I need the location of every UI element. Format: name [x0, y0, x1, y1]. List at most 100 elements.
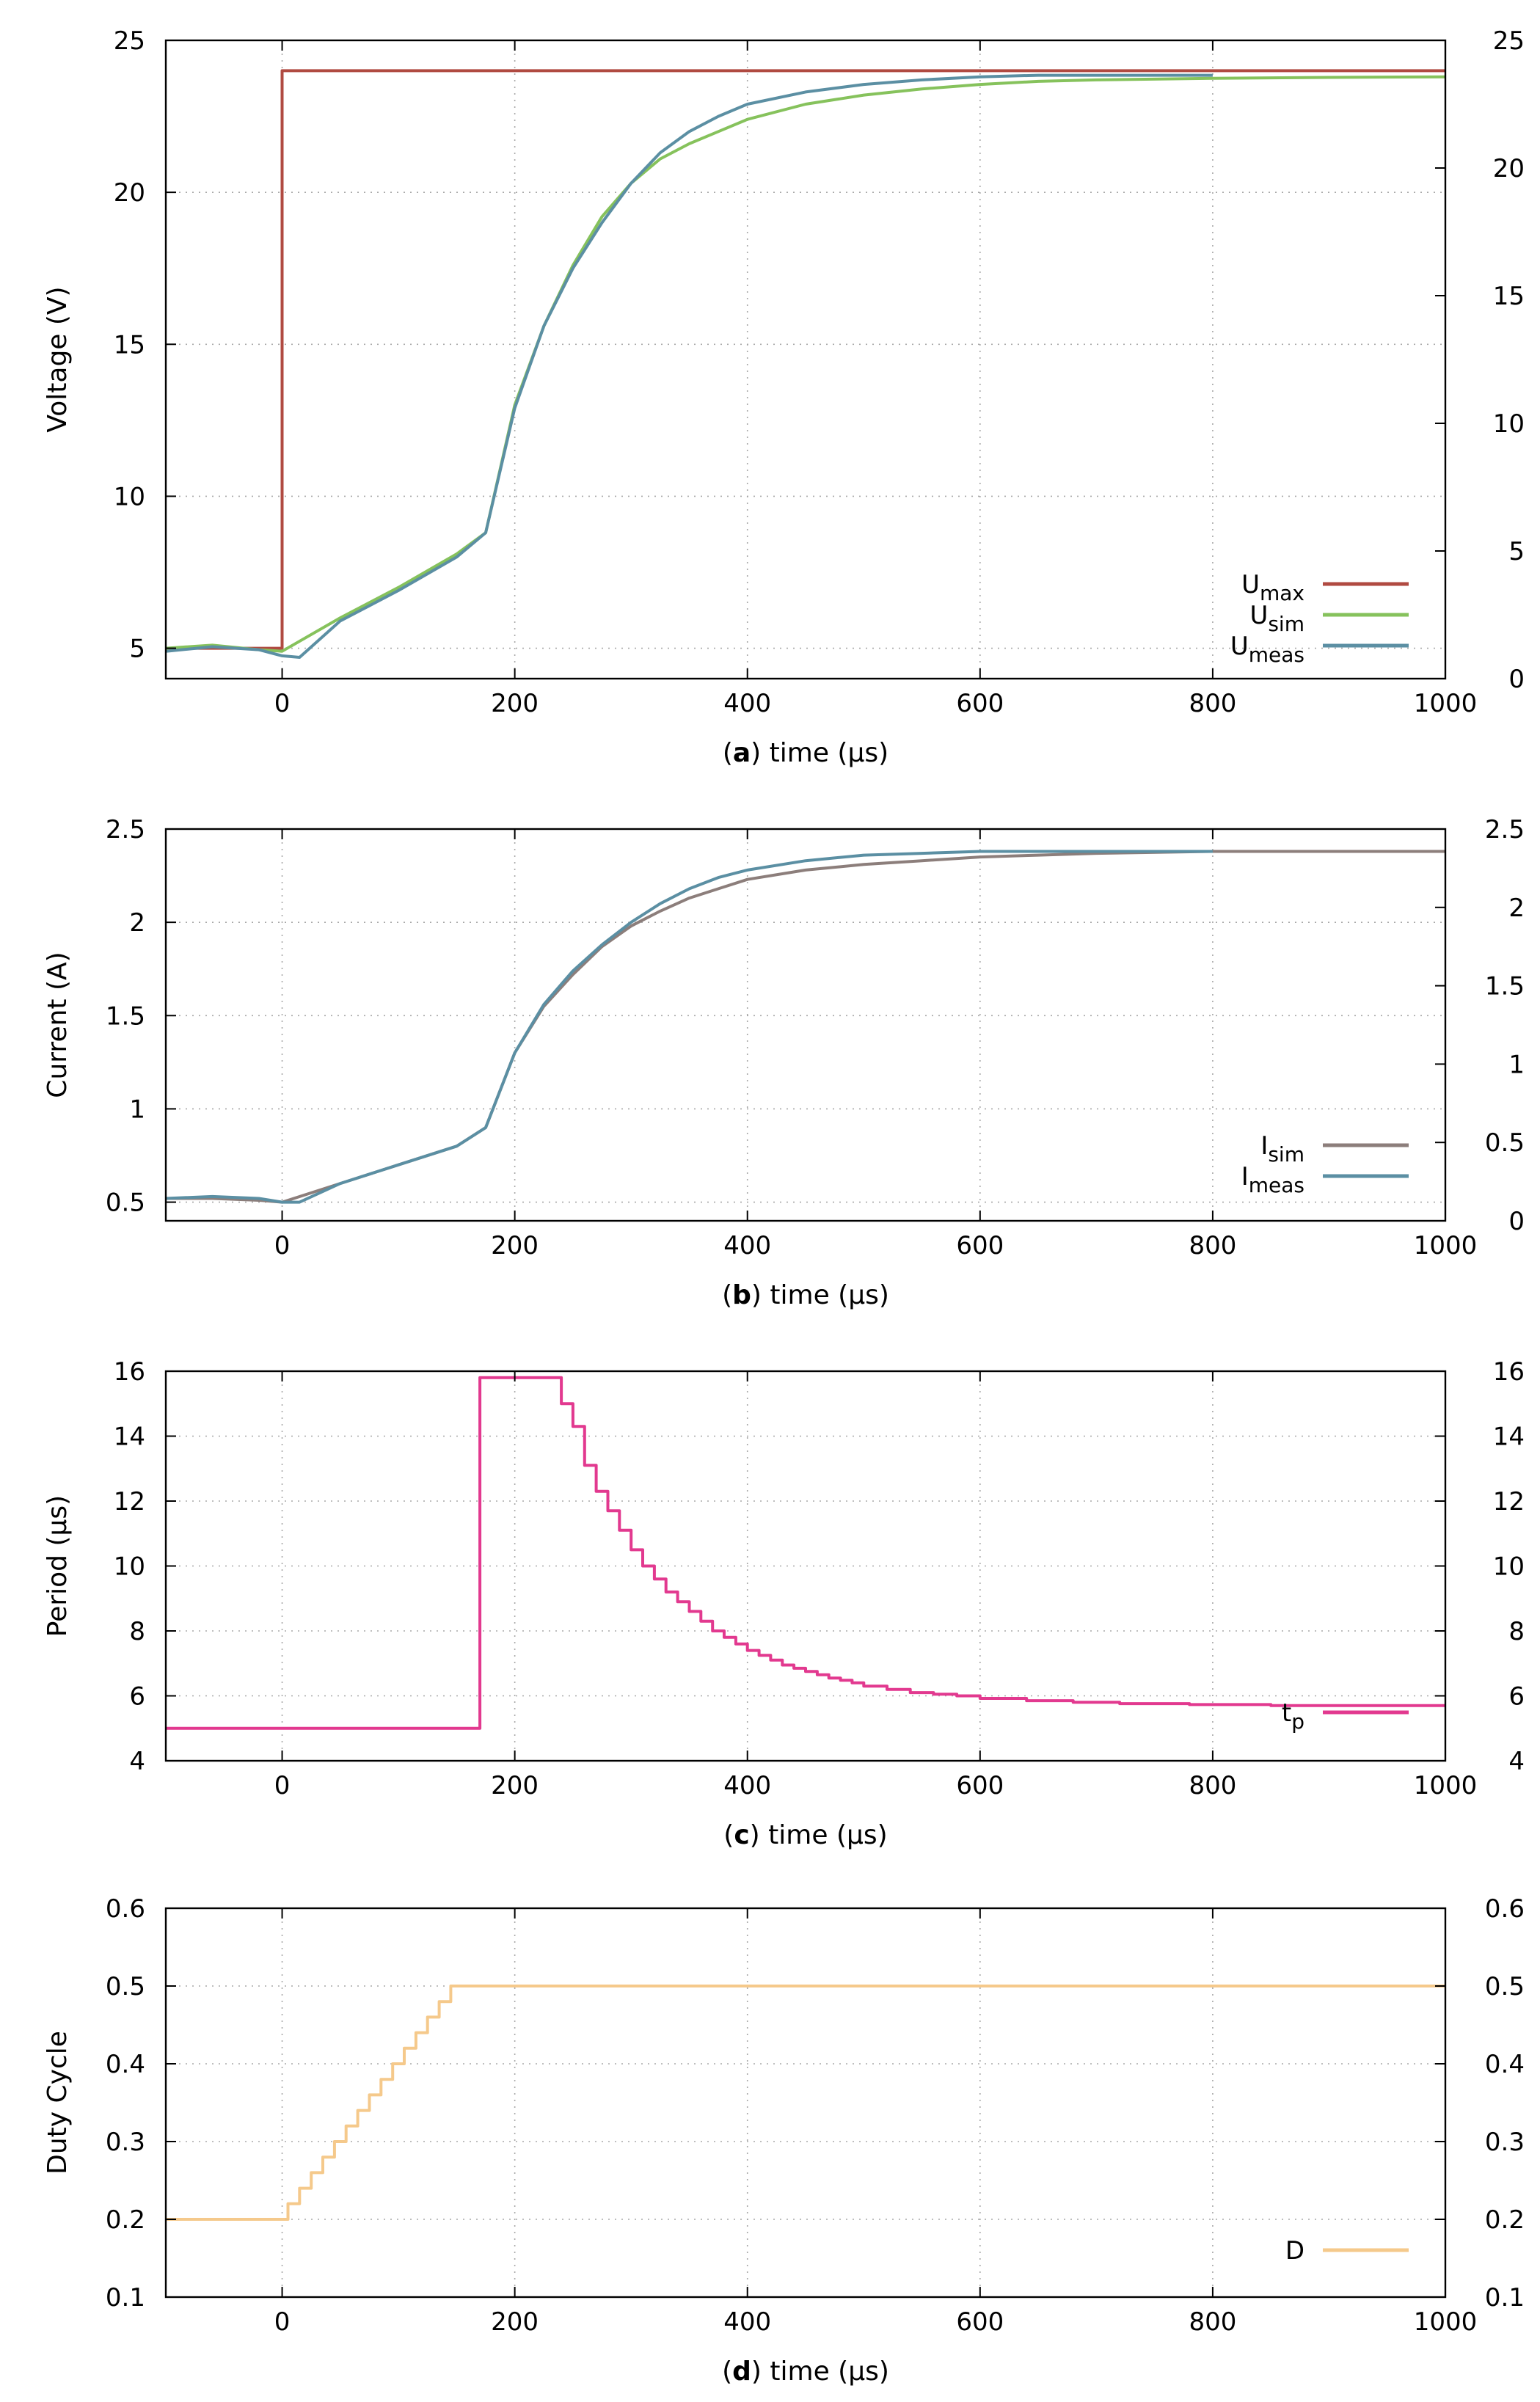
x-axis-label-text: time (µs) — [768, 1820, 888, 1850]
x-tick-label: 1000 — [1414, 2307, 1478, 2337]
y-tick-label: 16 — [114, 1357, 145, 1387]
panel-tag-open: ( — [723, 738, 733, 768]
y-tick-label: 0.4 — [106, 2050, 145, 2079]
panel-d: 0 200 400 600 800 10000.10.20.30.40.50.60.10.… — [43, 1894, 1525, 2387]
series-U-max-line — [166, 69, 1445, 650]
panel-tag: c — [734, 1820, 749, 1850]
legend-name: U — [1230, 632, 1249, 661]
panel-tag: b — [732, 1280, 751, 1310]
legend-sub: sim — [1268, 612, 1304, 636]
x-axis-label: (a) time (µs) — [723, 738, 888, 768]
y2-tick-label: 0 — [1508, 665, 1525, 694]
legend-name: U — [1249, 601, 1268, 630]
y-tick-label: 10 — [114, 482, 145, 511]
x-tick-label: 0 — [274, 689, 291, 718]
y-tick-label: 2 — [129, 908, 145, 938]
legend-name: I — [1260, 1131, 1268, 1161]
y-tick-label: 0.3 — [106, 2128, 145, 2157]
panel-tag-close: ) — [751, 738, 770, 768]
x-axis-label: (b) time (µs) — [722, 1280, 889, 1310]
legend-label: Umeas — [1230, 632, 1304, 667]
y2-tick-label: 0.1 — [1485, 2283, 1525, 2312]
x-tick-label: 1000 — [1414, 1771, 1478, 1800]
series-D-line — [166, 1985, 1445, 2221]
y2-tick-label: 0.3 — [1485, 2128, 1525, 2157]
panel-tag-open: ( — [722, 1280, 732, 1310]
legend-label: Umax — [1241, 570, 1304, 605]
panel-tag-open: ( — [722, 2357, 732, 2387]
y-tick-label: 2.5 — [106, 815, 145, 844]
y2-tick-label: 4 — [1508, 1747, 1525, 1776]
y-tick-label: 1 — [129, 1095, 145, 1124]
x-tick-label: 600 — [956, 2307, 1004, 2337]
x-tick-label: 0 — [274, 1771, 291, 1800]
series-U-meas-line — [166, 73, 1213, 659]
series-t-p-line — [166, 1376, 1445, 1730]
x-tick-label: 600 — [956, 1771, 1004, 1800]
y-axis-label: Period (µs) — [43, 1495, 73, 1637]
x-tick-label: 200 — [491, 689, 539, 718]
y2-tick-label: 10 — [1493, 1552, 1525, 1582]
y2-tick-label: 2.5 — [1485, 815, 1525, 844]
x-tick-label: 200 — [491, 1231, 539, 1260]
y-tick-label: 5 — [129, 635, 145, 664]
y-tick-label: 10 — [114, 1552, 145, 1582]
y2-tick-label: 0.4 — [1485, 2050, 1525, 2079]
y2-tick-label: 0.2 — [1485, 2205, 1525, 2235]
y2-tick-label: 6 — [1508, 1682, 1525, 1712]
x-tick-label: 0 — [274, 2307, 291, 2337]
y-axis-label: Current (A) — [43, 952, 73, 1098]
panel-c: 0 200 400 600 800 1000 4 6 8 10 12 14 16 4 6 8 10 12 14 16 P… — [43, 1357, 1525, 1850]
y-tick-label: 1.5 — [106, 1001, 145, 1031]
x-axis-label: (c) time (µs) — [723, 1820, 887, 1850]
x-tick-label: 200 — [491, 2307, 539, 2337]
y2-tick-label: 0.5 — [1485, 1972, 1525, 2001]
y2-tick-label: 16 — [1493, 1357, 1525, 1387]
legend-label: tp — [1282, 1698, 1304, 1734]
y2-tick-label: 14 — [1493, 1423, 1525, 1452]
panel-tag: a — [733, 738, 751, 768]
legend-sub: meas — [1249, 643, 1304, 667]
x-tick-label: 1000 — [1414, 1231, 1478, 1260]
y-tick-label: 15 — [114, 330, 145, 359]
y-tick-label: 20 — [114, 178, 145, 208]
y2-tick-label: 20 — [1493, 154, 1525, 183]
y-tick-label: 8 — [129, 1617, 145, 1646]
x-tick-label: 800 — [1189, 689, 1236, 718]
legend-sub: p — [1291, 1709, 1304, 1734]
y2-tick-label: 5 — [1508, 537, 1525, 566]
panel-tag-close: ) — [751, 2357, 770, 2387]
y2-tick-label: 1.5 — [1485, 972, 1525, 1001]
y-tick-label: 14 — [114, 1423, 145, 1452]
x-tick-label: 200 — [491, 1771, 539, 1800]
series-I-meas-line — [166, 850, 1213, 1204]
y2-tick-label: 8 — [1508, 1617, 1525, 1646]
y-tick-label: 0.1 — [106, 2283, 145, 2312]
legend-sub: max — [1260, 581, 1304, 605]
x-tick-label: 400 — [723, 1231, 771, 1260]
panel-tag-open: ( — [723, 1820, 734, 1850]
x-axis-label-text: time (µs) — [770, 738, 889, 768]
y-tick-label: 0.6 — [106, 1894, 145, 1924]
x-tick-label: 400 — [723, 2307, 771, 2337]
panel-tag-close: ) — [751, 1280, 770, 1310]
panel-tag: d — [732, 2357, 751, 2387]
y-tick-label: 25 — [114, 26, 145, 56]
y-tick-label: 6 — [129, 1682, 145, 1712]
x-axis-label-text: time (µs) — [770, 2357, 889, 2387]
legend-label: Usim — [1249, 601, 1304, 636]
legend-name: t — [1282, 1698, 1291, 1728]
x-tick-label: 800 — [1189, 1231, 1236, 1260]
panel-tag-close: ) — [750, 1820, 769, 1850]
y-tick-label: 0.5 — [106, 1972, 145, 2001]
legend-sub: meas — [1249, 1173, 1304, 1197]
y2-tick-label: 15 — [1493, 282, 1525, 311]
y-tick-label: 12 — [114, 1487, 145, 1516]
series-I-sim-line — [166, 850, 1445, 1204]
x-tick-label: 400 — [723, 689, 771, 718]
x-tick-label: 800 — [1189, 1771, 1236, 1800]
y2-tick-label: 12 — [1493, 1487, 1525, 1516]
legend-name: U — [1241, 570, 1260, 599]
panel-b: 0 200 400 600 800 1000 0.5 1 1.5 2 2.5 0 0.5 1 1.5 2 2.5… — [43, 815, 1525, 1310]
plot-frame — [164, 39, 1447, 680]
